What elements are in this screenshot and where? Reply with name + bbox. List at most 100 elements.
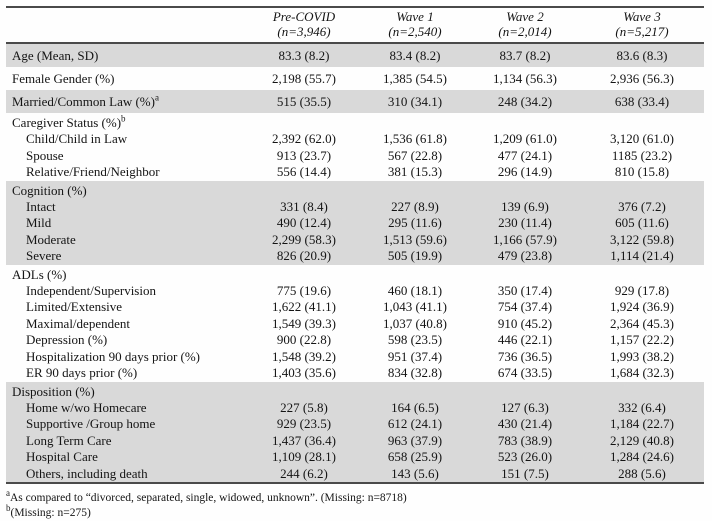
- cell-value: 1,513 (59.6): [360, 231, 470, 248]
- cell-value: 296 (14.9): [497, 164, 553, 179]
- cell-value: 929 (17.8): [614, 282, 670, 298]
- footnote-marker: b: [6, 503, 11, 514]
- column-title: Wave 1: [396, 9, 434, 24]
- column-sample-size: (n=5,217): [615, 23, 669, 39]
- cohort-characteristics-table: Pre-COVID (n=3,946) Wave 1 (n=2,540) Wave 2(…: [6, 6, 704, 484]
- cell-value: 929 (23.5): [248, 416, 360, 433]
- cell-value: 1,166 (57.9): [470, 231, 580, 248]
- footnote-marker: b: [121, 113, 126, 124]
- cell-value: [248, 381, 360, 400]
- cell-value: 556 (14.4): [276, 164, 332, 179]
- cell-value: 1,157 (22.2): [610, 332, 674, 347]
- column-header-wave-2: Wave 2 (n=2,014): [470, 7, 580, 43]
- cell-value: 2,392 (62.0): [272, 131, 336, 146]
- table-row: Relative/Friend/Neighbor 556 (14.4) 381 (1…: [6, 164, 704, 181]
- row-label: Maximal/dependent: [26, 315, 130, 331]
- row-label: Independent/Supervision: [26, 282, 156, 298]
- cell-value: [360, 113, 470, 131]
- cell-value: 446 (22.1): [497, 332, 553, 347]
- cell-value: 1,437 (36.4): [248, 432, 360, 449]
- table-row: Independent/Supervision 775 (19.6) 460 (18…: [6, 283, 704, 300]
- cell-value: 139 (6.9): [470, 198, 580, 215]
- row-label: Moderate: [6, 231, 248, 248]
- cell-value: 783 (38.9): [470, 432, 580, 449]
- cell-value: 1,403 (35.6): [272, 365, 336, 380]
- footnote-marker: a: [154, 92, 159, 103]
- table-row: Depression (%) 900 (22.8) 598 (23.5) 446 (2…: [6, 332, 704, 349]
- row-label: Others, including death: [6, 465, 248, 483]
- cell-value: 331 (8.4): [248, 198, 360, 215]
- cell-value: [470, 381, 580, 400]
- cell-value: 143 (5.6): [360, 465, 470, 483]
- table-row: ADLs (%): [6, 265, 704, 283]
- footnote: b(Missing: n=275): [6, 503, 91, 519]
- table-row: Hospital Care 1,109 (28.1) 658 (25.9) 523 (…: [6, 449, 704, 466]
- footnote: aAs compared to “divorced, separated, si…: [6, 488, 407, 504]
- cell-value: 913 (23.7): [276, 147, 332, 163]
- cell-value: 826 (20.9): [248, 248, 360, 265]
- cell-value: 350 (17.4): [497, 282, 553, 298]
- column-sample-size: (n=2,014): [498, 23, 552, 39]
- table-row: Others, including death 244 (6.2) 143 (5.6…: [6, 465, 704, 483]
- row-label: Cognition (%): [6, 180, 248, 199]
- cell-value: 460 (18.1): [387, 282, 443, 298]
- table-row: Home w/wo Homecare 227 (5.8) 164 (6.5) 127 …: [6, 399, 704, 416]
- cell-value: 515 (35.5): [248, 90, 360, 113]
- table-row: Long Term Care 1,437 (36.4) 963 (37.9) 783 …: [6, 432, 704, 449]
- row-label: Spouse: [26, 147, 64, 163]
- cell-value: 775 (19.6): [276, 282, 332, 298]
- cell-value: [360, 381, 470, 400]
- cell-value: 1185 (23.2): [611, 147, 673, 163]
- table-row: Severe 826 (20.9) 505 (19.9) 479 (23.8) 1,11…: [6, 248, 704, 265]
- cell-value: 951 (37.4): [387, 348, 443, 364]
- row-label: Depression (%): [26, 332, 108, 347]
- row-label: Limited/Extensive: [26, 299, 123, 314]
- cell-value: 1,536 (61.8): [383, 131, 447, 146]
- cell-value: 227 (8.9): [360, 198, 470, 215]
- table-header-row: Pre-COVID (n=3,946) Wave 1 (n=2,540) Wave 2(…: [6, 7, 704, 43]
- column-title: Wave 3: [623, 9, 661, 24]
- cell-value: 2,936 (56.3): [610, 71, 674, 86]
- cell-value: 248 (34.2): [470, 90, 580, 113]
- cell-value: 151 (7.5): [470, 465, 580, 483]
- cell-value: 505 (19.9): [360, 248, 470, 265]
- table-row: Married/Common Law (%)a 515 (35.5) 310 (34…: [6, 90, 704, 113]
- cell-value: 910 (45.2): [497, 315, 553, 331]
- cell-value: 376 (7.2): [580, 198, 704, 215]
- cell-value: 332 (6.4): [580, 399, 704, 416]
- row-label: Child/Child in Law: [26, 131, 128, 146]
- cell-value: 1,924 (36.9): [610, 299, 674, 314]
- row-label: Home w/wo Homecare: [6, 399, 248, 416]
- column-header-wave-1: Wave 1 (n=2,540): [360, 7, 470, 43]
- row-label: Relative/Friend/Neighbor: [26, 164, 160, 179]
- table-row: Limited/Extensive 1,622 (41.1) 1,043 (41.1…: [6, 299, 704, 316]
- cell-value: 3,120 (61.0): [610, 131, 674, 146]
- cell-value: [580, 113, 704, 131]
- cell-value: 1,549 (39.3): [272, 315, 336, 331]
- table-row: ER 90 days prior (%) 1,403 (35.6) 834 (32.…: [6, 365, 704, 382]
- cell-value: 736 (36.5): [497, 348, 553, 364]
- footnotes: aAs compared to “divorced, separated, si…: [6, 488, 704, 521]
- row-label: Intact: [6, 198, 248, 215]
- cell-value: 3,122 (59.8): [580, 231, 704, 248]
- table-row: Supportive /Group home 929 (23.5) 612 (24.…: [6, 416, 704, 433]
- cell-value: 83.4 (8.2): [360, 43, 470, 67]
- row-label: Severe: [6, 248, 248, 265]
- column-title: Wave 2: [506, 9, 544, 24]
- cell-value: 1,548 (39.2): [272, 348, 336, 364]
- cell-value: [248, 180, 360, 199]
- cell-value: 227 (5.8): [248, 399, 360, 416]
- cell-value: 1,993 (38.2): [610, 348, 674, 364]
- table-row: Hospitalization 90 days prior (%) 1,548 (…: [6, 349, 704, 366]
- row-label: ER 90 days prior (%): [26, 365, 138, 380]
- column-sample-size: (n=2,540): [388, 23, 442, 39]
- cell-value: 244 (6.2): [248, 465, 360, 483]
- cell-value: 381 (15.3): [387, 164, 443, 179]
- cell-value: 658 (25.9): [360, 449, 470, 466]
- cell-value: 1,684 (32.3): [610, 365, 674, 380]
- table-row: Moderate 2,299 (58.3) 1,513 (59.6) 1,166 (5…: [6, 231, 704, 248]
- cell-value: 2,198 (55.7): [272, 71, 336, 86]
- table-row: Disposition (%): [6, 381, 704, 400]
- cell-value: 638 (33.4): [580, 90, 704, 113]
- row-label: Supportive /Group home: [6, 416, 248, 433]
